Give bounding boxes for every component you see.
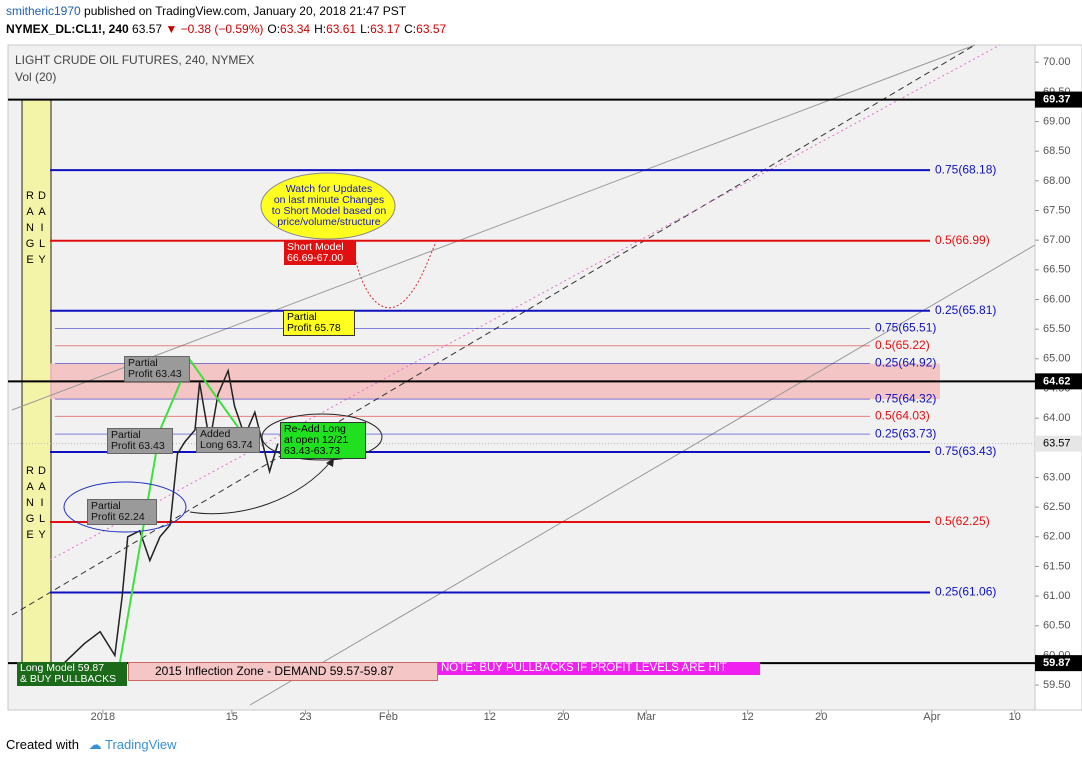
price-tag (1035, 435, 1082, 452)
header-line: smitheric1970 published on TradingView.c… (6, 4, 406, 18)
symbol: NYMEX_DL:CL1!, 240 (6, 22, 129, 36)
ohlc-value: 63.57 (416, 22, 447, 36)
level-label: 0.25(64.92) (875, 356, 936, 370)
trend-line (11, 44, 976, 616)
price-tag-label: 64.62 (1043, 375, 1071, 387)
daily-range-label: DAILY RANGE (24, 190, 48, 270)
x-tick-label: 23 (299, 711, 311, 723)
x-tick-label: 15 (226, 711, 238, 723)
level-label: 0.75(64.32) (875, 391, 936, 405)
level-label: 0.75(65.51) (875, 321, 936, 335)
y-tick-label: 67.50 (1043, 204, 1071, 216)
level-label: 0.75(63.43) (935, 444, 996, 458)
symbol-line: NYMEX_DL:CL1!, 240 63.57 ▼ −0.38 (−0.59%… (6, 22, 446, 36)
y-tick-label: 63.00 (1043, 471, 1071, 483)
callout-text: Watch for Updates on last minute Changes… (271, 183, 387, 228)
demand-zone: 2015 Inflection Zone - DEMAND 59.57-59.8… (128, 662, 438, 681)
x-tick-label: 10 (1009, 711, 1021, 723)
y-tick-label: 65.00 (1043, 353, 1071, 365)
y-tick-label: 65.50 (1043, 323, 1071, 335)
level-label: 0.25(63.73) (875, 426, 936, 440)
ohlc-value: 63.61 (326, 22, 357, 36)
published: published on TradingView.com, January 20… (84, 4, 407, 18)
x-tick-label: 20 (815, 711, 827, 723)
ohlc-key: C: (404, 22, 417, 36)
x-tick-label: 12 (484, 711, 496, 723)
short-model: Short Model 66.69-67.00 (284, 241, 356, 265)
x-tick-label: 20 (557, 711, 569, 723)
y-tick-label: 61.00 (1043, 590, 1071, 602)
arrow (354, 241, 437, 309)
change: ▼ −0.38 (−0.59%) (165, 22, 264, 36)
connector (119, 357, 241, 663)
price-tag-label: 69.37 (1043, 93, 1071, 105)
ohlc-key: O: (267, 22, 281, 36)
y-tick-label: 66.50 (1043, 264, 1071, 276)
price-tag-label: 63.57 (1043, 438, 1071, 450)
y-tick-label: 60.50 (1043, 620, 1071, 632)
y-tick-label: 70.00 (1043, 56, 1071, 68)
footer: Created with ☁ TradingView (6, 737, 177, 753)
level-label: 0.25(61.06) (935, 585, 996, 599)
y-tick-label: 68.00 (1043, 175, 1071, 187)
y-tick-label: 62.50 (1043, 501, 1071, 513)
level-label: 0.5(65.22) (875, 338, 930, 352)
partial-profit: Partial Profit 63.43 (124, 356, 190, 382)
level-label: 0.25(65.81) (935, 303, 996, 317)
price-tag (1035, 655, 1082, 672)
trend-line (49, 44, 1001, 561)
x-tick-label: 12 (741, 711, 753, 723)
arrow-head (326, 458, 334, 467)
ohlc-key: L: (360, 22, 371, 36)
partial-profit: Partial Profit 63.43 (107, 428, 173, 454)
y-tick-label: 59.50 (1043, 679, 1071, 691)
partial-profit: Partial Profit 62.24 (87, 499, 157, 525)
highlight-ellipse (63, 481, 187, 533)
last: 63.57 (132, 22, 163, 36)
ohlc-key: H: (314, 22, 327, 36)
ohlc-value: 63.17 (370, 22, 401, 36)
y-tick-label: 61.50 (1043, 560, 1071, 572)
highlight-ellipse (261, 413, 383, 461)
y-tick-label: 64.00 (1043, 412, 1071, 424)
y-tick-label: 67.00 (1043, 234, 1071, 246)
added-long: Added Long 63.74 (196, 427, 260, 453)
price-tag (1035, 91, 1082, 108)
y-tick-label: 62.00 (1043, 531, 1071, 543)
re-add-long: Re-Add Long at open 12/21 63.43-63.73 (280, 422, 366, 459)
brand-name[interactable]: TradingView (105, 737, 177, 752)
author[interactable]: smitheric1970 (6, 4, 81, 18)
daily-range-label: DAILY RANGE (24, 465, 48, 545)
x-tick-label: Feb (379, 711, 398, 723)
trend-line (249, 244, 1036, 706)
chart-subtitle: Vol (20) (15, 70, 57, 84)
chart-title: LIGHT CRUDE OIL FUTURES, 240, NYMEX (15, 53, 255, 67)
level-label: 0.5(62.25) (935, 514, 990, 528)
callout-ellipse (260, 172, 396, 240)
ohlc-value: 63.34 (280, 22, 311, 36)
brand[interactable]: ☁ TradingView (88, 737, 177, 752)
y-tick-label: 69.00 (1043, 115, 1071, 127)
y-tick-label: 66.00 (1043, 293, 1071, 305)
x-tick-label: Mar (637, 711, 656, 723)
level-label: 0.5(64.03) (875, 409, 930, 423)
x-tick-label: Apr (923, 711, 940, 723)
long-model: Long Model 59.87 & BUY PULLBACKS (17, 662, 127, 686)
x-tick-label: 2018 (91, 711, 115, 723)
level-label: 0.5(66.99) (935, 233, 990, 247)
partial-profit: Partial Profit 65.78 (283, 310, 355, 336)
arrow (189, 459, 333, 515)
level-label: 0.75(68.18) (935, 162, 996, 176)
price-tag-label: 59.87 (1043, 657, 1071, 669)
trend-line (11, 44, 976, 411)
price-tag (1035, 373, 1082, 390)
created-with: Created with (6, 737, 79, 752)
note: NOTE: BUY PULLBACKS IF PROFIT LEVELS ARE… (438, 662, 760, 675)
ohlc: O:63.34 H:63.61 L:63.17 C:63.57 (263, 22, 446, 36)
y-tick-label: 68.50 (1043, 145, 1071, 157)
